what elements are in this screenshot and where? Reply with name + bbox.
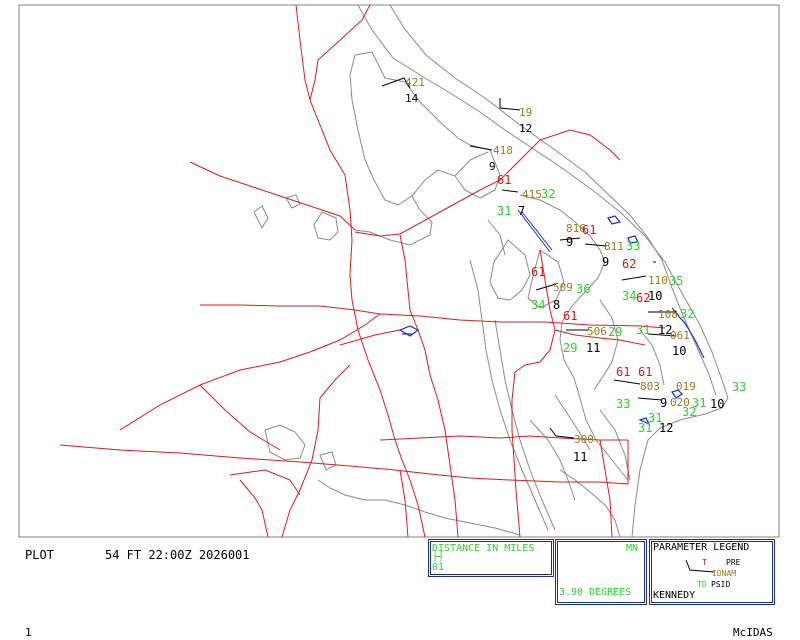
station-temp: 61 (497, 173, 511, 187)
station-psid: 9 (602, 255, 609, 269)
station-psid: 10 (648, 289, 662, 303)
legend-t: T (702, 558, 707, 567)
station-id: 415 (522, 188, 542, 201)
station-id: 509 (553, 281, 573, 294)
station-psid: 9 (489, 160, 496, 173)
station-td: 31 (638, 421, 652, 435)
station-pre: 32 (682, 405, 696, 419)
station-temp: 61 (638, 365, 652, 379)
plot-info: 54 FT 22:00Z 2026001 (105, 548, 250, 562)
north-panel: MN 3.90 DEGREES (555, 539, 647, 605)
legend-psid: PSID (711, 580, 731, 589)
station-psid: 10 (672, 344, 686, 358)
station-markers (381, 77, 677, 587)
station-pre: 32 (541, 187, 555, 201)
station-td: 31 (497, 204, 511, 218)
station-id: 110 (648, 274, 668, 287)
station-td: 31 (636, 323, 650, 337)
station-temp: 61 (616, 365, 630, 379)
station-td: 31 (648, 411, 662, 425)
frame-number: 1 (25, 626, 32, 639)
legend-panel: PARAMETER LEGEND T PRE IDNAM TD PSID KEN… (649, 539, 775, 605)
map-frame (18, 4, 780, 538)
station-id: 418 (493, 144, 513, 157)
app-name: McIDAS (733, 626, 773, 639)
station-pre: 31 (692, 396, 706, 410)
station-pre: 29 (608, 325, 622, 339)
legend-station: KENNEDY (653, 590, 696, 601)
station-psid: 11 (586, 341, 600, 355)
station-td: 29 (563, 341, 577, 355)
distance-scale: 01 (432, 562, 445, 573)
station-psid: 10 (710, 397, 724, 411)
station-psid: 12 (659, 421, 673, 435)
station-id: 019 (676, 380, 696, 393)
station-temp: 62 (622, 257, 636, 271)
station-temp: 62 (636, 291, 650, 305)
station-pre: 36 (576, 282, 590, 296)
station-psid: 8 (553, 298, 560, 312)
distance-title: DISTANCE IN MILES (432, 543, 535, 554)
legend-title: PARAMETER LEGEND (653, 542, 750, 553)
station-pre: 33 (732, 380, 746, 394)
legend-td: TD (697, 580, 707, 589)
north-degrees: 3.90 DEGREES (559, 587, 632, 598)
legend-pre: PRE (726, 558, 741, 567)
station-psid: 12 (519, 122, 532, 135)
plot-label: PLOT (25, 548, 54, 562)
station-td: 34 (622, 289, 636, 303)
station-psid: 7 (518, 204, 525, 218)
legend-barb-icon (685, 559, 715, 573)
roads (59, 4, 666, 538)
station-td: 34 (531, 298, 545, 312)
station-pre: 35 (669, 274, 683, 288)
station-td: 33 (616, 397, 630, 411)
station-psid: 14 (405, 92, 419, 105)
station-id: 300 (574, 433, 594, 446)
station-id: 421 (405, 76, 425, 89)
station-psid: 9 (660, 396, 667, 410)
station-psid: 11 (573, 450, 587, 464)
station-temp: 61 (563, 309, 577, 323)
station-id: 816 (566, 222, 586, 235)
station-td: 33 (626, 239, 640, 253)
station-id: 020 (670, 396, 690, 409)
station-psid: 9 (566, 235, 573, 249)
station-psid: 12 (658, 323, 672, 337)
station-id: 108 (658, 308, 678, 321)
scale-bar-icon: ├┤ (432, 552, 445, 563)
station-temp: 61 (531, 265, 545, 279)
station-id: 811 (604, 240, 624, 253)
distance-panel: DISTANCE IN MILES ├┤ 01 (428, 539, 554, 577)
coastline (253, 4, 729, 538)
north-label: MN (625, 543, 638, 554)
station-id: 506 (587, 325, 607, 338)
station-pre: 32 (680, 307, 694, 321)
station-id: 803 (640, 380, 660, 393)
water-features (398, 215, 705, 426)
station-temp: 61 (582, 223, 596, 237)
legend-idnam: IDNAM (712, 569, 737, 578)
station-id: 19 (519, 106, 532, 119)
station-id: 061 (670, 329, 690, 342)
